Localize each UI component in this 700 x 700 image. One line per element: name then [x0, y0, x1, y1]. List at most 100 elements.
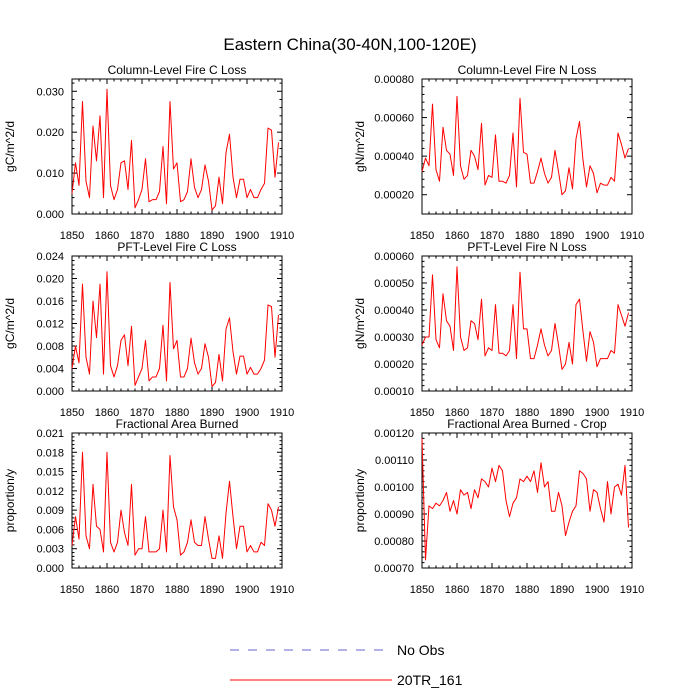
x-tick-label: 1860: [445, 407, 469, 419]
y-axis-label: proportion/y: [353, 469, 367, 532]
x-tick-label: 1890: [200, 230, 224, 242]
legend: No Obs 20TR_161: [230, 642, 463, 688]
x-tick-label: 1850: [410, 230, 434, 242]
x-tick-label: 1850: [60, 230, 84, 242]
y-tick-label: 0.016: [36, 296, 64, 308]
y-axis-label: gC/m^2/d: [3, 121, 17, 172]
x-tick-label: 1870: [130, 407, 154, 419]
series-line-20tr-161: [71, 88, 279, 211]
x-tick-label: 1900: [585, 407, 609, 419]
chart-panel-5: Fractional Area Burned proportion/y 1850 18…: [3, 417, 294, 596]
y-tick-label: 0.020: [36, 274, 64, 286]
x-tick-label: 1850: [410, 584, 434, 596]
x-tick-label: 1890: [200, 584, 224, 596]
y-tick-label: 0.006: [36, 524, 64, 536]
y-tick-label: 0.00060: [374, 251, 414, 263]
chart-panel-2: Column-Level Fire N Loss gN/m^2/d 1850 1860…: [353, 63, 644, 242]
plot-frame: [421, 78, 633, 215]
y-tick-label: 0.00080: [374, 74, 414, 86]
x-tick-label: 1910: [620, 584, 644, 596]
y-tick-label: 0.00110: [375, 455, 414, 467]
y-tick-label: 0.00020: [374, 190, 414, 202]
x-tick-label: 1860: [95, 230, 119, 242]
y-tick-label: 0.00010: [374, 386, 414, 398]
y-tick-label: 0.012: [36, 319, 64, 331]
y-tick-label: 0.00120: [374, 428, 414, 440]
x-tick-label: 1860: [445, 230, 469, 242]
y-axis-label: gC/m^2/d: [3, 298, 17, 349]
y-axis-label: proportion/y: [3, 469, 17, 532]
x-tick-label: 1850: [60, 584, 84, 596]
y-tick-label: 0.003: [36, 544, 64, 556]
y-tick-label: 0.008: [36, 341, 64, 353]
x-tick-label: 1880: [165, 230, 189, 242]
x-tick-label: 1910: [270, 407, 294, 419]
x-tick-label: 1890: [550, 584, 574, 596]
y-tick-label: 0.00090: [374, 509, 414, 521]
y-tick-label: 0.024: [36, 251, 64, 263]
chart-panel-4: PFT-Level Fire N Loss gN/m^2/d 1850 1860 187…: [353, 240, 644, 419]
x-tick-label: 1890: [550, 230, 574, 242]
y-tick-label: 0.00040: [374, 305, 414, 317]
y-tick-label: 0.00100: [374, 482, 414, 494]
series-line-20tr-161: [71, 451, 279, 559]
series-line-20tr-161: [71, 271, 279, 387]
panel-title: PFT-Level Fire C Loss: [117, 240, 236, 254]
series-line-20tr-161: [421, 95, 629, 196]
chart-panel-1: Column-Level Fire C Loss gC/m^2/d 1850 1860…: [3, 63, 294, 242]
x-tick-label: 1870: [130, 230, 154, 242]
series-line-20tr-161: [421, 266, 629, 370]
x-tick-label: 1910: [270, 230, 294, 242]
x-tick-label: 1870: [480, 584, 504, 596]
x-tick-label: 1880: [515, 230, 539, 242]
panel-title: PFT-Level Fire N Loss: [467, 240, 586, 254]
figure-title: Eastern China(30-40N,100-120E): [223, 35, 476, 54]
x-tick-label: 1900: [235, 230, 259, 242]
y-tick-label: 0.000: [36, 563, 64, 575]
x-tick-label: 1900: [235, 584, 259, 596]
x-tick-label: 1850: [410, 407, 434, 419]
plot-frame: [421, 255, 633, 392]
y-tick-label: 0.000: [36, 209, 64, 221]
x-tick-label: 1890: [200, 407, 224, 419]
y-axis-label: gN/m^2/d: [353, 298, 367, 349]
x-tick-label: 1860: [445, 584, 469, 596]
y-tick-label: 0.018: [36, 447, 64, 459]
panel-title: Column-Level Fire N Loss: [458, 63, 597, 77]
x-tick-label: 1880: [165, 407, 189, 419]
y-tick-label: 0.00050: [374, 278, 414, 290]
y-tick-label: 0.030: [36, 86, 64, 98]
x-tick-label: 1880: [165, 584, 189, 596]
chart-panel-6: Fractional Area Burned - Crop proportion/…: [353, 417, 644, 596]
x-tick-label: 1900: [235, 407, 259, 419]
x-tick-label: 1890: [550, 407, 574, 419]
x-tick-label: 1910: [620, 407, 644, 419]
panel-title: Column-Level Fire C Loss: [108, 63, 247, 77]
x-tick-label: 1870: [130, 584, 154, 596]
x-tick-label: 1900: [585, 584, 609, 596]
y-tick-label: 0.00020: [374, 359, 414, 371]
y-tick-label: 0.00030: [374, 332, 414, 344]
legend-20tr-label: 20TR_161: [397, 672, 463, 688]
x-tick-label: 1910: [270, 584, 294, 596]
x-tick-label: 1880: [515, 407, 539, 419]
y-tick-label: 0.00040: [374, 151, 414, 163]
x-tick-label: 1880: [515, 584, 539, 596]
series-line-20tr-161: [421, 438, 629, 561]
y-tick-label: 0.00070: [374, 563, 414, 575]
y-tick-label: 0.00060: [374, 113, 414, 125]
y-tick-label: 0.00080: [374, 536, 414, 548]
legend-no-obs-label: No Obs: [397, 642, 444, 658]
panel-title: Fractional Area Burned - Crop: [447, 417, 607, 431]
y-tick-label: 0.012: [36, 486, 64, 498]
y-axis-label: gN/m^2/d: [353, 121, 367, 172]
y-tick-label: 0.004: [36, 364, 64, 376]
x-tick-label: 1870: [480, 230, 504, 242]
y-tick-label: 0.010: [36, 168, 64, 180]
x-tick-label: 1860: [95, 407, 119, 419]
panel-title: Fractional Area Burned: [116, 417, 239, 431]
chart-panel-3: PFT-Level Fire C Loss gC/m^2/d 1850 1860 187…: [3, 240, 294, 419]
x-tick-label: 1860: [95, 584, 119, 596]
y-tick-label: 0.009: [36, 505, 64, 517]
